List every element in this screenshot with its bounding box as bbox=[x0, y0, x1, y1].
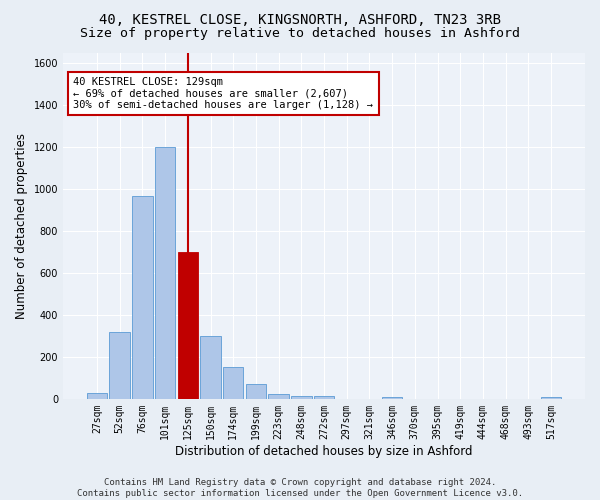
Bar bbox=[223, 368, 244, 399]
Bar bbox=[200, 336, 221, 399]
Bar bbox=[178, 252, 198, 399]
Bar bbox=[541, 396, 561, 399]
Text: 40 KESTREL CLOSE: 129sqm
← 69% of detached houses are smaller (2,607)
30% of sem: 40 KESTREL CLOSE: 129sqm ← 69% of detach… bbox=[73, 76, 373, 110]
Bar bbox=[87, 392, 107, 399]
Bar bbox=[382, 396, 403, 399]
Text: Contains HM Land Registry data © Crown copyright and database right 2024.
Contai: Contains HM Land Registry data © Crown c… bbox=[77, 478, 523, 498]
Bar bbox=[132, 196, 152, 399]
Bar bbox=[109, 332, 130, 399]
Y-axis label: Number of detached properties: Number of detached properties bbox=[15, 132, 28, 318]
Bar bbox=[291, 396, 311, 399]
Bar bbox=[245, 384, 266, 399]
Bar bbox=[155, 147, 175, 399]
Bar bbox=[268, 394, 289, 399]
Text: Size of property relative to detached houses in Ashford: Size of property relative to detached ho… bbox=[80, 28, 520, 40]
Bar bbox=[314, 396, 334, 399]
X-axis label: Distribution of detached houses by size in Ashford: Distribution of detached houses by size … bbox=[175, 444, 473, 458]
Text: 40, KESTREL CLOSE, KINGSNORTH, ASHFORD, TN23 3RB: 40, KESTREL CLOSE, KINGSNORTH, ASHFORD, … bbox=[99, 12, 501, 26]
